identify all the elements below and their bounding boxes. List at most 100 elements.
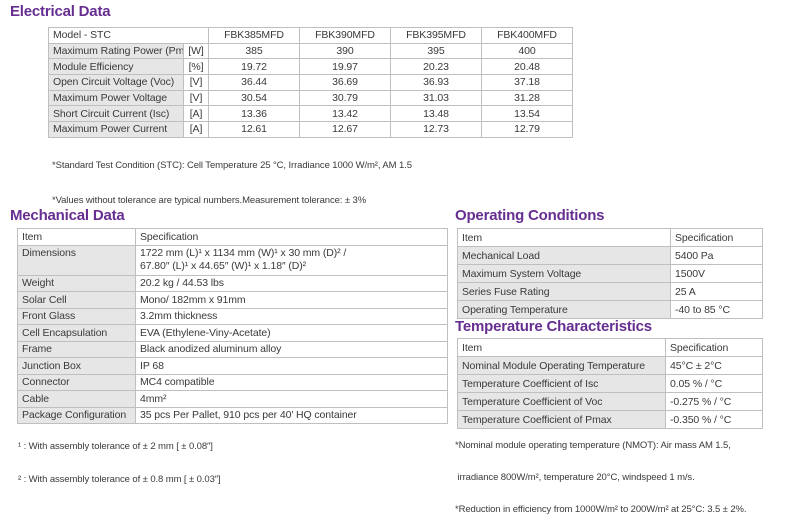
- row-label-cell: Open Circuit Voltage (Voc): [48, 74, 184, 91]
- value-cell: 12.79: [481, 121, 573, 138]
- item-cell: Cable: [17, 390, 136, 408]
- spec-cell: Black anodized aluminum alloy: [135, 340, 448, 358]
- table-row: Frame Black anodized aluminum alloy: [17, 340, 448, 358]
- item-header-cell: Item: [457, 228, 671, 247]
- spec-cell: 4mm²: [135, 390, 448, 408]
- footnote-line: ² : With assembly tolerance of ± 0.8 mm …: [18, 473, 221, 485]
- model-name-cell: FBK400MFD: [481, 27, 573, 44]
- item-cell: Maximum System Voltage: [457, 264, 671, 283]
- table-header-row: Item Specification: [457, 338, 763, 357]
- electrical-data-heading: Electrical Data: [10, 3, 111, 20]
- value-cell: 36.93: [390, 74, 482, 91]
- item-cell: Operating Temperature: [457, 300, 671, 319]
- row-label-cell: Short Circuit Current (Isc): [48, 105, 184, 123]
- table-header-row: Item Specification: [17, 228, 448, 246]
- spec-cell: 3.2mm thickness: [135, 307, 448, 325]
- item-cell: Nominal Module Operating Temperature: [457, 356, 666, 375]
- value-cell: 12.73: [390, 121, 482, 138]
- temperature-characteristics-table: Item Specification Nominal Module Operat…: [457, 338, 763, 429]
- table-row: Mechanical Load 5400 Pa: [457, 246, 763, 265]
- footnote-line: *Reduction in efficiency from 1000W/m² t…: [455, 504, 747, 515]
- table-row: Cable 4mm²: [17, 390, 448, 408]
- spec-cell: -0.275 % / °C: [665, 392, 763, 411]
- spec-cell: 20.2 kg / 44.53 lbs: [135, 274, 448, 292]
- value-cell: 20.48: [481, 58, 573, 76]
- table-row: Connector MC4 compatible: [17, 373, 448, 391]
- row-label-cell: Maximum Power Voltage: [48, 89, 184, 107]
- table-row: Dimensions 1722 mm (L)¹ x 1134 mm (W)¹ x…: [17, 244, 448, 276]
- table-row: Series Fuse Rating 25 A: [457, 282, 763, 301]
- table-row: Weight 20.2 kg / 44.53 lbs: [17, 274, 448, 292]
- spec-cell: 1500V: [670, 264, 763, 283]
- item-cell: Connector: [17, 373, 136, 391]
- spec-header-cell: Specification: [135, 228, 448, 246]
- item-cell: Series Fuse Rating: [457, 282, 671, 301]
- table-row: Junction Box IP 68: [17, 357, 448, 375]
- row-label-cell: Maximum Rating Power (Pmax): [48, 42, 184, 60]
- spec-cell: -40 to 85 °C: [670, 300, 763, 319]
- unit-cell: [%]: [183, 58, 209, 76]
- value-cell: 385: [208, 42, 300, 60]
- table-row: Nominal Module Operating Temperature 45°…: [457, 356, 763, 375]
- item-cell: Mechanical Load: [457, 246, 671, 265]
- footnote-line: irradiance 800W/m², temperature 20°C, wi…: [455, 472, 695, 483]
- model-name-cell: FBK390MFD: [299, 27, 391, 44]
- table-header-row: Model - STC FBK385MFD FBK390MFD FBK395MF…: [48, 27, 573, 44]
- item-cell: Package Configuration: [17, 406, 136, 424]
- item-cell: Cell Encapsulation: [17, 324, 136, 342]
- item-header-cell: Item: [17, 228, 136, 246]
- spec-header-cell: Specification: [665, 338, 763, 357]
- table-row: Open Circuit Voltage (Voc) [V] 36.44 36.…: [48, 74, 573, 91]
- value-cell: 400: [481, 42, 573, 60]
- spec-cell: 35 pcs Per Pallet, 910 pcs per 40’ HQ co…: [135, 406, 448, 424]
- value-cell: 12.67: [299, 121, 391, 138]
- table-row: Solar Cell Mono/ 182mm x 91mm: [17, 291, 448, 309]
- spec-cell: Mono/ 182mm x 91mm: [135, 291, 448, 309]
- value-cell: 12.61: [208, 121, 300, 138]
- value-cell: 13.54: [481, 105, 573, 123]
- row-label-cell: Module Efficiency: [48, 58, 184, 76]
- value-cell: 30.54: [208, 89, 300, 107]
- table-row: Temperature Coefficient of Voc -0.275 % …: [457, 392, 763, 411]
- value-cell: 13.48: [390, 105, 482, 123]
- value-cell: 30.79: [299, 89, 391, 107]
- electrical-footnotes: *Standard Test Condition (STC): Cell Tem…: [52, 140, 412, 220]
- item-cell: Junction Box: [17, 357, 136, 375]
- value-cell: 19.97: [299, 58, 391, 76]
- value-cell: 20.23: [390, 58, 482, 76]
- value-cell: 13.36: [208, 105, 300, 123]
- item-header-cell: Item: [457, 338, 666, 357]
- table-row: Front Glass 3.2mm thickness: [17, 307, 448, 325]
- footnote-line: *Nominal module operating temperature (N…: [455, 440, 731, 451]
- unit-cell: [V]: [183, 74, 209, 91]
- temperature-characteristics-heading: Temperature Characteristics: [455, 318, 652, 335]
- spec-cell: 25 A: [670, 282, 763, 301]
- item-cell: Weight: [17, 274, 136, 292]
- item-cell: Temperature Coefficient of Voc: [457, 392, 666, 411]
- spec-cell: IP 68: [135, 357, 448, 375]
- value-cell: 390: [299, 42, 391, 60]
- table-row: Operating Temperature -40 to 85 °C: [457, 300, 763, 319]
- spec-cell: -0.350 % / °C: [665, 410, 763, 429]
- unit-cell: [A]: [183, 121, 209, 138]
- temperature-footnotes: *Nominal module operating temperature (N…: [455, 420, 746, 527]
- item-cell: Temperature Coefficient of Pmax: [457, 410, 666, 429]
- item-cell: Temperature Coefficient of Isc: [457, 374, 666, 393]
- spec-cell: 1722 mm (L)¹ x 1134 mm (W)¹ x 30 mm (D)²…: [135, 244, 448, 276]
- mechanical-footnotes: ¹ : With assembly tolerance of ± 2 mm [ …: [18, 421, 221, 499]
- table-row: Maximum Power Current [A] 12.61 12.67 12…: [48, 121, 573, 138]
- model-name-cell: FBK385MFD: [208, 27, 300, 44]
- table-header-row: Item Specification: [457, 228, 763, 247]
- footnote-line: *Standard Test Condition (STC): Cell Tem…: [52, 160, 412, 171]
- mechanical-data-table: Item Specification Dimensions 1722 mm (L…: [17, 228, 448, 424]
- value-cell: 19.72: [208, 58, 300, 76]
- table-row: Cell Encapsulation EVA (Ethylene-Viny-Ac…: [17, 324, 448, 342]
- operating-conditions-table: Item Specification Mechanical Load 5400 …: [457, 228, 763, 319]
- value-cell: 31.28: [481, 89, 573, 107]
- electrical-data-table: Model - STC FBK385MFD FBK390MFD FBK395MF…: [48, 27, 573, 138]
- value-cell: 36.69: [299, 74, 391, 91]
- table-row: Maximum System Voltage 1500V: [457, 264, 763, 283]
- item-cell: Solar Cell: [17, 291, 136, 309]
- mechanical-data-heading: Mechanical Data: [10, 207, 125, 224]
- unit-cell: [A]: [183, 105, 209, 123]
